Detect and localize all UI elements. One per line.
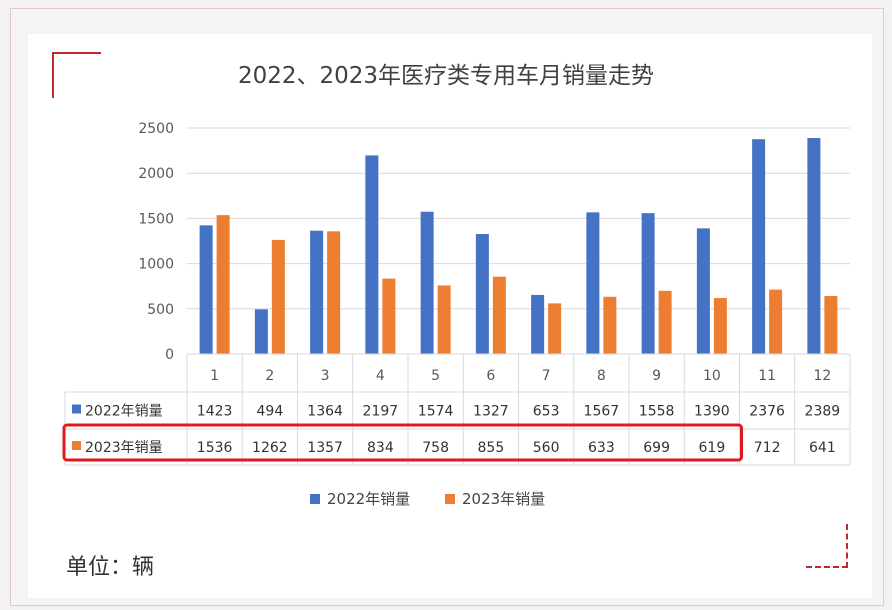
bar-2023: [548, 303, 562, 354]
table-cell-value: 834: [367, 440, 394, 456]
table-cell-value: 2197: [363, 404, 399, 420]
table-cell-value: 1262: [252, 440, 288, 456]
legend-label: 2022年销量: [327, 490, 410, 508]
table-cell-value: 1423: [197, 404, 233, 420]
bar-2022: [752, 139, 766, 354]
table-cell-value: 653: [533, 404, 560, 420]
table-cell-value: 1536: [197, 440, 233, 456]
table-row-label: 2022年销量: [85, 404, 163, 420]
bar-2023: [382, 278, 396, 354]
corner-bracket-bottom-right: [806, 524, 848, 568]
bar-2023: [271, 239, 285, 354]
table-row-label: 2023年销量: [85, 440, 163, 456]
chart-title: 2022、2023年医疗类专用车月销量走势: [237, 63, 655, 89]
table-cell-value: 1357: [307, 440, 343, 456]
bar-2022: [531, 294, 545, 354]
table-cell-value: 1364: [307, 404, 343, 420]
bar-2023: [713, 298, 727, 354]
bar-2023: [603, 296, 617, 354]
bar-2023: [437, 285, 451, 354]
x-tick-label: 11: [758, 368, 776, 384]
y-tick-label: 1500: [138, 211, 174, 227]
x-tick-label: 2: [265, 368, 274, 384]
highlight-box: [62, 423, 743, 462]
bar-2022: [254, 309, 268, 354]
table-cell-value: 641: [809, 440, 836, 456]
bar-2022: [807, 138, 821, 354]
bar-2022: [641, 213, 655, 354]
y-tick-label: 500: [147, 302, 174, 318]
bar-2023: [327, 231, 341, 354]
bar-2023: [769, 289, 783, 354]
x-tick-label: 8: [597, 368, 606, 384]
table-cell-value: 758: [422, 440, 449, 456]
unit-label: 单位：辆: [66, 555, 155, 580]
table-cell-value: 2376: [749, 404, 785, 420]
legend-swatch: [445, 494, 455, 504]
bar-2022: [586, 212, 600, 354]
table-cell-value: 699: [643, 440, 670, 456]
bar-2022: [310, 230, 324, 354]
bar-2023: [216, 215, 230, 354]
table-legend-key: [72, 441, 81, 450]
y-tick-label: 2000: [138, 166, 174, 182]
table-cell-value: 560: [533, 440, 560, 456]
bar-2023: [824, 296, 838, 354]
x-tick-label: 10: [703, 368, 721, 384]
legend-swatch: [310, 494, 320, 504]
table-cell-value: 712: [754, 440, 781, 456]
bar-2022: [475, 234, 489, 354]
y-tick-label: 1000: [138, 257, 174, 273]
table-cell-value: 1327: [473, 404, 509, 420]
y-tick-label: 2500: [138, 121, 174, 137]
table-cell-value: 494: [257, 404, 284, 420]
x-tick-label: 1: [210, 368, 219, 384]
bar-2022: [696, 228, 710, 354]
x-tick-label: 7: [542, 368, 551, 384]
x-tick-label: 6: [486, 368, 495, 384]
legend-label: 2023年销量: [462, 490, 545, 508]
y-tick-label: 0: [165, 347, 174, 363]
bar-2022: [365, 155, 379, 354]
table-cell-value: 1558: [639, 404, 675, 420]
table-cell-value: 619: [699, 440, 726, 456]
table-cell-value: 2389: [805, 404, 841, 420]
table-cell-value: 1390: [694, 404, 730, 420]
table-cell-value: 1567: [584, 404, 620, 420]
x-tick-label: 12: [813, 368, 831, 384]
x-tick-label: 5: [431, 368, 440, 384]
table-cell-value: 855: [478, 440, 505, 456]
table-cell-value: 633: [588, 440, 615, 456]
bar-2022: [199, 225, 213, 354]
table-legend-key: [72, 404, 81, 414]
x-tick-label: 9: [652, 368, 661, 384]
bar-2023: [492, 276, 506, 354]
x-tick-label: 3: [321, 368, 330, 384]
x-tick-label: 4: [376, 368, 385, 384]
corner-bracket-top-left: [52, 52, 101, 98]
bar-2022: [420, 211, 434, 354]
table-cell-value: 1574: [418, 404, 454, 420]
bar-2023: [658, 290, 672, 354]
